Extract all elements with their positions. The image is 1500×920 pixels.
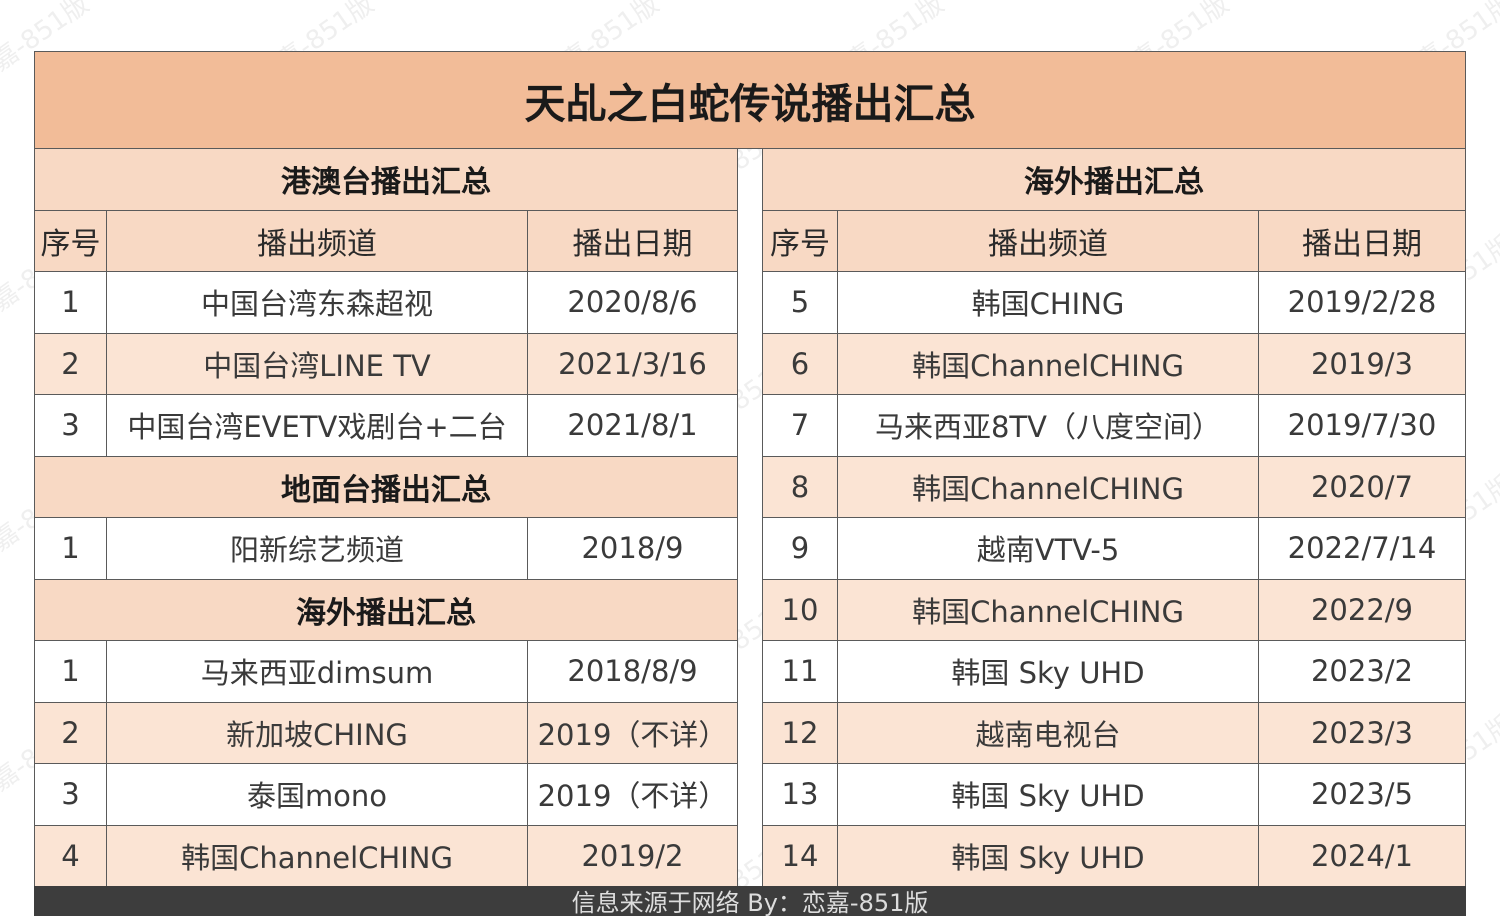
table-header-row: 序号 播出频道 播出日期	[762, 210, 1466, 272]
row-no: 2	[34, 702, 107, 764]
table-row: 3 泰国mono 2019（不详）	[34, 764, 738, 826]
header-no: 序号	[762, 210, 838, 272]
row-channel: 韩国 Sky UHD	[838, 641, 1259, 703]
table-row: 6 韩国ChannelCHING 2019/3	[762, 333, 1466, 395]
row-channel: 越南VTV-5	[838, 518, 1259, 580]
row-no: 3	[34, 764, 107, 826]
row-channel: 韩国ChannelCHING	[107, 825, 528, 887]
table-header-row: 序号 播出频道 播出日期	[34, 210, 738, 272]
table-row: 4 韩国ChannelCHING 2019/2	[34, 825, 738, 887]
row-no: 14	[762, 825, 838, 887]
row-date: 2022/9	[1259, 579, 1466, 641]
row-channel: 韩国 Sky UHD	[838, 825, 1259, 887]
row-date: 2021/8/1	[528, 395, 738, 457]
row-channel: 中国台湾东森超视	[107, 272, 528, 334]
row-no: 3	[34, 395, 107, 457]
table-row: 2 新加坡CHING 2019（不详）	[34, 702, 738, 764]
row-channel: 新加坡CHING	[107, 702, 528, 764]
header-date: 播出日期	[1259, 210, 1466, 272]
row-no: 10	[762, 579, 838, 641]
header-channel: 播出频道	[838, 210, 1259, 272]
row-date: 2022/7/14	[1259, 518, 1466, 580]
table-row: 13 韩国 Sky UHD 2023/5	[762, 764, 1466, 826]
row-date: 2018/8/9	[528, 641, 738, 703]
table-row: 1 阳新综艺频道 2018/9	[34, 518, 738, 580]
row-date: 2020/7	[1259, 456, 1466, 518]
row-date: 2019（不详）	[528, 702, 738, 764]
row-date: 2023/2	[1259, 641, 1466, 703]
section-overseas: 海外播出汇总	[34, 579, 738, 641]
table-row: 3 中国台湾EVETV戏剧台+二台 2021/8/1	[34, 395, 738, 457]
row-channel: 韩国ChannelCHING	[838, 456, 1259, 518]
row-no: 12	[762, 702, 838, 764]
header-no: 序号	[34, 210, 107, 272]
section-overseas-right: 海外播出汇总	[762, 149, 1466, 211]
row-date: 2019（不详）	[528, 764, 738, 826]
right-table: 海外播出汇总 序号 播出频道 播出日期 5 韩国CHING 2019/2/28 …	[762, 149, 1466, 887]
row-date: 2021/3/16	[528, 333, 738, 395]
row-channel: 中国台湾EVETV戏剧台+二台	[107, 395, 528, 457]
row-no: 2	[34, 333, 107, 395]
row-no: 5	[762, 272, 838, 334]
row-no: 4	[34, 825, 107, 887]
table-row: 10 韩国ChannelCHING 2022/9	[762, 579, 1466, 641]
header-date: 播出日期	[528, 210, 738, 272]
left-table: 港澳台播出汇总 序号 播出频道 播出日期 1 中国台湾东森超视 2020/8/6…	[34, 149, 738, 887]
row-no: 1	[34, 272, 107, 334]
section-hk-macau-taiwan: 港澳台播出汇总	[34, 149, 738, 211]
header-channel: 播出频道	[107, 210, 528, 272]
row-channel: 马来西亚8TV（八度空间）	[838, 395, 1259, 457]
row-channel: 韩国CHING	[838, 272, 1259, 334]
source-footer: 信息来源于网络 By：恋嘉-851版	[34, 886, 1466, 917]
row-channel: 泰国mono	[107, 764, 528, 826]
table-row: 2 中国台湾LINE TV 2021/3/16	[34, 333, 738, 395]
row-date: 2020/8/6	[528, 272, 738, 334]
row-no: 9	[762, 518, 838, 580]
table-row: 5 韩国CHING 2019/2/28	[762, 272, 1466, 334]
row-no: 11	[762, 641, 838, 703]
table-row: 9 越南VTV-5 2022/7/14	[762, 518, 1466, 580]
row-no: 13	[762, 764, 838, 826]
table-row: 8 韩国ChannelCHING 2020/7	[762, 456, 1466, 518]
row-date: 2019/7/30	[1259, 395, 1466, 457]
row-channel: 韩国ChannelCHING	[838, 579, 1259, 641]
table-row: 11 韩国 Sky UHD 2023/2	[762, 641, 1466, 703]
broadcast-summary-sheet: 天乩之白蛇传说播出汇总 港澳台播出汇总 序号 播出频道 播出日期 1 中国台湾东…	[34, 51, 1466, 887]
table-row: 1 中国台湾东森超视 2020/8/6	[34, 272, 738, 334]
row-date: 2019/2	[528, 825, 738, 887]
row-channel: 阳新综艺频道	[107, 518, 528, 580]
row-no: 1	[34, 641, 107, 703]
row-channel: 越南电视台	[838, 702, 1259, 764]
row-no: 7	[762, 395, 838, 457]
row-channel: 马来西亚dimsum	[107, 641, 528, 703]
table-row: 12 越南电视台 2023/3	[762, 702, 1466, 764]
row-no: 6	[762, 333, 838, 395]
table-row: 1 马来西亚dimsum 2018/8/9	[34, 641, 738, 703]
section-terrestrial: 地面台播出汇总	[34, 456, 738, 518]
row-date: 2023/3	[1259, 702, 1466, 764]
row-no: 1	[34, 518, 107, 580]
row-channel: 中国台湾LINE TV	[107, 333, 528, 395]
table-row: 14 韩国 Sky UHD 2024/1	[762, 825, 1466, 887]
row-date: 2018/9	[528, 518, 738, 580]
row-date: 2019/3	[1259, 333, 1466, 395]
row-no: 8	[762, 456, 838, 518]
table-row: 7 马来西亚8TV（八度空间） 2019/7/30	[762, 395, 1466, 457]
row-date: 2023/5	[1259, 764, 1466, 826]
row-date: 2024/1	[1259, 825, 1466, 887]
row-channel: 韩国ChannelCHING	[838, 333, 1259, 395]
row-channel: 韩国 Sky UHD	[838, 764, 1259, 826]
sheet-title: 天乩之白蛇传说播出汇总	[34, 51, 1466, 149]
row-date: 2019/2/28	[1259, 272, 1466, 334]
